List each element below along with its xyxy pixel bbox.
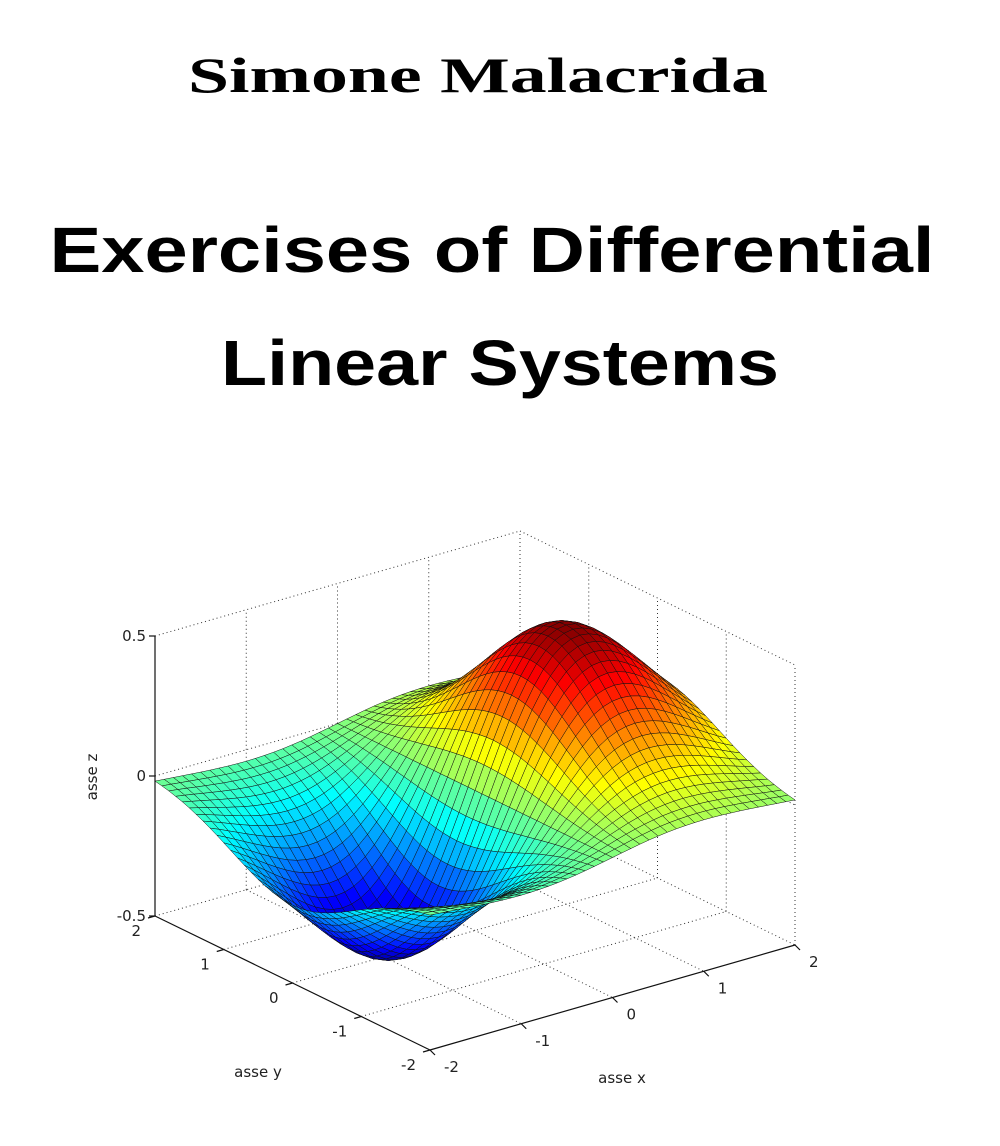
tick-mark [216, 948, 224, 953]
tick-mark [429, 1049, 436, 1056]
x-tick-label: -1 [535, 1032, 550, 1050]
y-axis-label: asse y [234, 1063, 282, 1081]
y-tick-label: 2 [131, 922, 141, 940]
x-axis-label: asse x [598, 1069, 646, 1087]
box-edge [519, 530, 796, 666]
x-tick-label: 2 [809, 953, 819, 971]
tick-mark [354, 1015, 362, 1020]
surface-patch [423, 911, 440, 916]
y-tick-label: -1 [332, 1023, 347, 1041]
box-edge [361, 911, 727, 1017]
z-tick-label: 0.5 [122, 627, 146, 645]
author: Simone Malacrida [188, 47, 768, 103]
y-tick-label: -2 [401, 1056, 416, 1074]
box-edge [428, 836, 704, 972]
y-tick-label: 1 [200, 956, 210, 974]
tick-mark [147, 915, 156, 919]
title-line: Exercises of Differential [50, 214, 935, 286]
tick-mark [794, 944, 801, 951]
box-edge [292, 877, 658, 984]
box-edge [154, 530, 521, 637]
y-tick-label: 0 [269, 989, 279, 1007]
tick-mark [612, 997, 618, 1003]
tick-mark [422, 1049, 431, 1053]
tick-mark [703, 970, 710, 977]
box-edge [337, 863, 613, 998]
x-tick-label: 0 [627, 1006, 637, 1024]
tick-mark [285, 982, 293, 986]
tick-mark [520, 1023, 527, 1030]
x-tick-label: -2 [444, 1058, 459, 1076]
x-tick-label: 1 [718, 979, 728, 997]
title-line: Linear Systems [221, 327, 779, 399]
z-tick-label: 0 [136, 767, 146, 785]
z-tick-label: -0.5 [117, 907, 146, 925]
z-axis-label: asse z [83, 754, 101, 801]
